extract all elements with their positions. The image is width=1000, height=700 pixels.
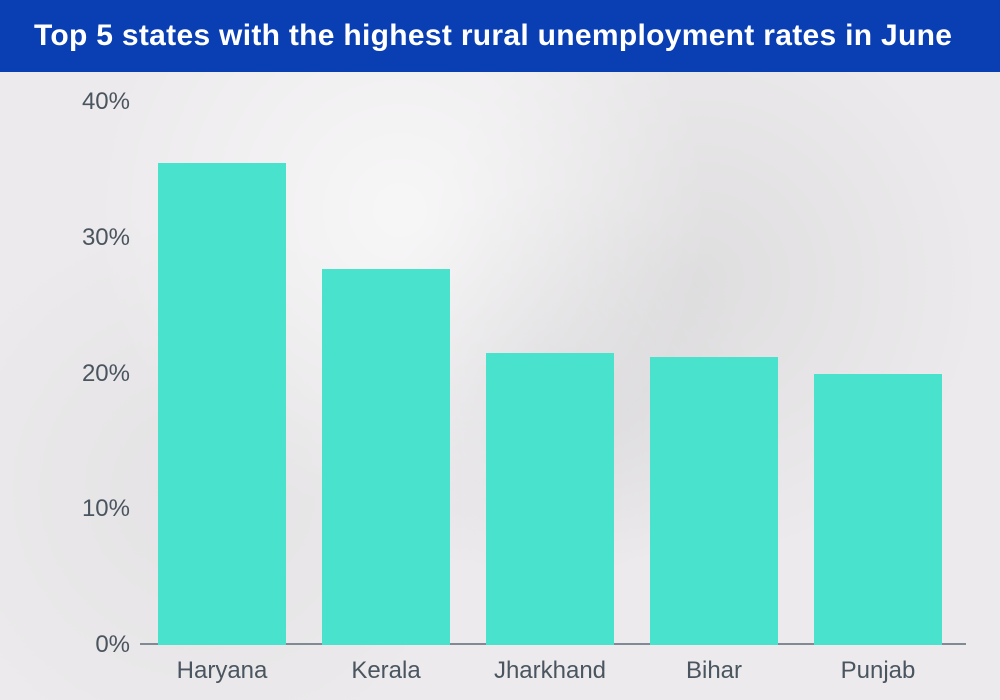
bar <box>322 269 450 645</box>
x-tick-label: Kerala <box>351 645 420 685</box>
x-tick-label: Punjab <box>841 645 916 685</box>
y-tick-label: 40% <box>50 88 130 116</box>
y-tick-label: 10% <box>50 495 130 523</box>
x-tick-label: Bihar <box>686 645 742 685</box>
bar-slot: Kerala <box>304 102 468 645</box>
chart-axes: HaryanaKeralaJharkhandBiharPunjab 0%10%2… <box>140 102 960 645</box>
bar <box>486 353 614 645</box>
bars-container: HaryanaKeralaJharkhandBiharPunjab <box>140 102 960 645</box>
chart-header: Top 5 states with the highest rural unem… <box>0 0 1000 72</box>
y-tick-label: 0% <box>50 631 130 659</box>
y-tick-label: 30% <box>50 224 130 252</box>
bar-slot: Haryana <box>140 102 304 645</box>
x-tick-label: Haryana <box>177 645 268 685</box>
bar-slot: Jharkhand <box>468 102 632 645</box>
bar <box>158 163 286 645</box>
chart-plot-area: HaryanaKeralaJharkhandBiharPunjab 0%10%2… <box>0 72 1000 700</box>
chart-page: Top 5 states with the highest rural unem… <box>0 0 1000 700</box>
bar-slot: Punjab <box>796 102 960 645</box>
bar-slot: Bihar <box>632 102 796 645</box>
y-tick-label: 20% <box>50 360 130 388</box>
bar <box>650 357 778 645</box>
chart-title: Top 5 states with the highest rural unem… <box>34 19 952 53</box>
bar <box>814 374 942 646</box>
x-tick-label: Jharkhand <box>494 645 606 685</box>
